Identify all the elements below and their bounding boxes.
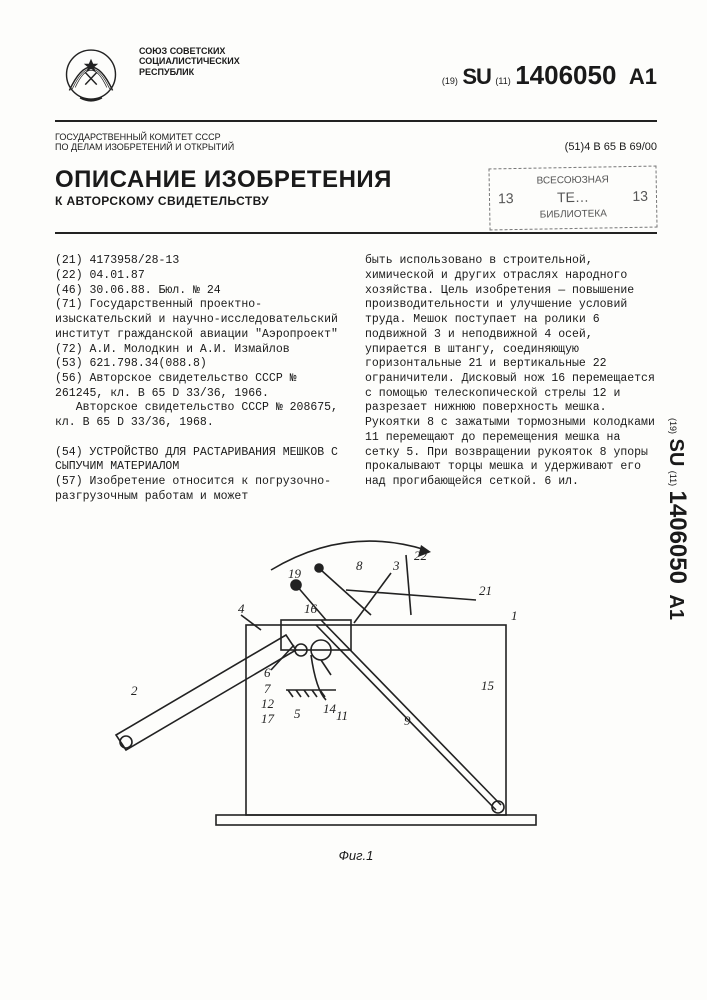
- svg-text:22: 22: [414, 548, 428, 563]
- left-column: (21) 4173958/28-13 (22) 04.01.87 (46) 30…: [55, 254, 347, 504]
- side-kind: A1: [665, 594, 687, 620]
- body-columns: (21) 4173958/28-13 (22) 04.01.87 (46) 30…: [55, 254, 657, 504]
- right-column: быть использовано в строительной, химиче…: [365, 254, 657, 504]
- svg-text:4: 4: [238, 601, 245, 616]
- union-l2: СОЦИАЛИСТИЧЕСКИХ: [139, 56, 430, 66]
- figure-1: 2 4 6 7 12 17 5 11 14 9 15 1 21 22 8 3 1…: [55, 515, 657, 863]
- figure-diagram-icon: 2 4 6 7 12 17 5 11 14 9 15 1 21 22 8 3 1…: [96, 515, 616, 845]
- left-text: (21) 4173958/28-13 (22) 04.01.87 (46) 30…: [55, 254, 347, 504]
- side-number: 1406050: [664, 491, 691, 584]
- svg-text:21: 21: [479, 583, 492, 598]
- pub-number: 1406050: [515, 60, 616, 90]
- ussr-emblem-icon: [55, 40, 127, 112]
- country-code: SU: [462, 64, 491, 89]
- committee-l2: ПО ДЕЛАМ ИЗОБРЕТЕНИЙ И ОТКРЫТИЙ: [55, 142, 234, 152]
- svg-text:16: 16: [304, 601, 318, 616]
- prefix-11: (11): [495, 76, 510, 86]
- svg-text:6: 6: [264, 665, 271, 680]
- svg-text:1: 1: [511, 608, 518, 623]
- side-prefix-11: (11): [668, 471, 678, 486]
- figure-caption: Фиг.1: [55, 848, 657, 863]
- library-stamp: ВСЕСОЮЗНАЯ 13 ТЕ… 13 БИБЛИОТЕКА: [488, 165, 657, 230]
- svg-text:3: 3: [392, 558, 400, 573]
- svg-text:8: 8: [356, 558, 363, 573]
- kind-code: A1: [629, 64, 657, 89]
- stamp-l2b: ТЕ…: [557, 187, 589, 207]
- prefix-19: (19): [442, 76, 458, 86]
- union-name: СОЮЗ СОВЕТСКИХ СОЦИАЛИСТИЧЕСКИХ РЕСПУБЛИ…: [139, 46, 430, 77]
- title-main: ОПИСАНИЕ ИЗОБРЕТЕНИЯ: [55, 167, 392, 192]
- svg-text:19: 19: [288, 566, 302, 581]
- stamp-l3: БИБЛИОТЕКА: [498, 206, 648, 223]
- title-texts: ОПИСАНИЕ ИЗОБРЕТЕНИЯ К АВТОРСКОМУ СВИДЕТ…: [55, 167, 392, 208]
- svg-text:7: 7: [264, 681, 271, 696]
- right-text: быть использовано в строительной, химиче…: [365, 254, 657, 490]
- committee-row: ГОСУДАРСТВЕННЫЙ КОМИТЕТ СССР ПО ДЕЛАМ ИЗ…: [55, 132, 657, 153]
- ipc-code: (51)4 B 65 B 69/00: [565, 141, 657, 153]
- svg-text:5: 5: [294, 706, 301, 721]
- title-block: ОПИСАНИЕ ИЗОБРЕТЕНИЯ К АВТОРСКОМУ СВИДЕТ…: [55, 167, 657, 235]
- header-row: СОЮЗ СОВЕТСКИХ СОЦИАЛИСТИЧЕСКИХ РЕСПУБЛИ…: [55, 40, 657, 122]
- svg-text:12: 12: [261, 696, 275, 711]
- stamp-l2a: 13: [498, 189, 514, 209]
- stamp-l2c: 13: [632, 186, 648, 206]
- committee: ГОСУДАРСТВЕННЫЙ КОМИТЕТ СССР ПО ДЕЛАМ ИЗ…: [55, 132, 234, 153]
- side-publication-number: (19) SU (11) 1406050 A1: [663, 418, 691, 620]
- svg-text:14: 14: [323, 701, 337, 716]
- committee-l1: ГОСУДАРСТВЕННЫЙ КОМИТЕТ СССР: [55, 132, 234, 142]
- patent-page: СОЮЗ СОВЕТСКИХ СОЦИАЛИСТИЧЕСКИХ РЕСПУБЛИ…: [0, 0, 707, 1000]
- union-l1: СОЮЗ СОВЕТСКИХ: [139, 46, 430, 56]
- side-country: SU: [665, 438, 687, 466]
- side-prefix-19: (19): [668, 418, 678, 434]
- svg-text:17: 17: [261, 711, 275, 726]
- svg-text:11: 11: [336, 708, 348, 723]
- svg-text:2: 2: [131, 683, 138, 698]
- title-sub: К АВТОРСКОМУ СВИДЕТЕЛЬСТВУ: [55, 194, 392, 208]
- header-text: СОЮЗ СОВЕТСКИХ СОЦИАЛИСТИЧЕСКИХ РЕСПУБЛИ…: [139, 40, 430, 77]
- svg-text:9: 9: [404, 713, 411, 728]
- publication-number: (19) SU (11) 1406050 A1: [442, 40, 657, 91]
- svg-text:15: 15: [481, 678, 495, 693]
- union-l3: РЕСПУБЛИК: [139, 67, 430, 77]
